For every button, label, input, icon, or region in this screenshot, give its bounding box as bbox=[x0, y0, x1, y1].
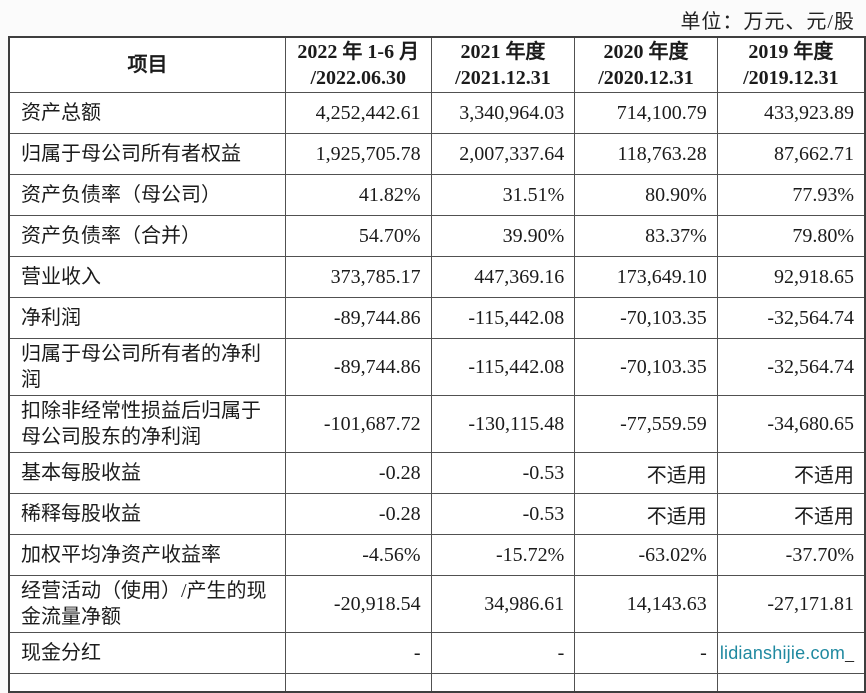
row-value: 54.70% bbox=[284, 215, 432, 257]
row-value: 173,649.10 bbox=[574, 256, 718, 298]
table-row: 加权平均净资产收益率 -4.56% -15.72% -63.02% -37.70% bbox=[8, 534, 866, 576]
column-header-3: 2020 年度 /2020.12.31 bbox=[574, 36, 718, 93]
row-value: - bbox=[284, 632, 432, 674]
watermark-link[interactable]: lidianshijie.com bbox=[719, 642, 846, 663]
row-value: 118,763.28 bbox=[574, 133, 718, 175]
row-value: -89,744.86 bbox=[284, 297, 432, 339]
row-value: 79.80% bbox=[716, 215, 866, 257]
row-value: -77,559.59 bbox=[574, 395, 718, 453]
row-value: -34,680.65 bbox=[716, 395, 866, 453]
row-item-label: 扣除非经常性损益后归属于 母公司股东的净利润 bbox=[8, 395, 286, 453]
row-value: 80.90% bbox=[574, 174, 718, 216]
row-value: 1,925,705.78 bbox=[284, 133, 432, 175]
row-item-label: 现金分红 bbox=[8, 632, 286, 674]
row-value: 39.90% bbox=[430, 215, 576, 257]
row-value: 92,918.65 bbox=[716, 256, 866, 298]
row-item-label: 加权平均净资产收益率 bbox=[8, 534, 286, 576]
column-header-1: 2022 年 1-6 月 /2022.06.30 bbox=[284, 36, 432, 93]
table-row: 稀释每股收益 -0.28 -0.53 不适用 不适用 bbox=[8, 493, 866, 535]
table-row: 资产总额 4,252,442.61 3,340,964.03 714,100.79 43… bbox=[8, 92, 866, 134]
row-value: -32,564.74 bbox=[716, 297, 866, 339]
table-body: 资产总额 4,252,442.61 3,340,964.03 714,100.79 43… bbox=[8, 92, 866, 692]
row-value: -0.28 bbox=[284, 493, 432, 535]
row-value: -89,744.86 bbox=[284, 338, 432, 396]
row-value: - bbox=[430, 632, 576, 674]
row-value: -70,103.35 bbox=[574, 338, 718, 396]
row-value: 714,100.79 bbox=[574, 92, 718, 134]
row-value: -0.53 bbox=[430, 493, 576, 535]
table-row: 净利润 -89,744.86 -115,442.08 -70,103.35 -32,56… bbox=[8, 297, 866, 339]
row-value: 不适用 bbox=[574, 452, 718, 494]
financial-summary-page: { "page": { "unit_label": "单位：万元、元/股", "… bbox=[8, 11, 866, 693]
row-value: 77.93% bbox=[716, 174, 866, 216]
column-header-0: 项目 bbox=[8, 36, 286, 93]
row-value: 3,340,964.03 bbox=[430, 92, 576, 134]
row-value: 14,143.63 bbox=[574, 575, 718, 633]
financial-summary-table: 项目 2022 年 1-6 月 /2022.06.30 2021 年度 /2021.… bbox=[8, 36, 866, 693]
column-header-2: 2021 年度 /2021.12.31 bbox=[430, 36, 576, 93]
row-value: 不适用 bbox=[716, 493, 866, 535]
row-value: -115,442.08 bbox=[430, 338, 576, 396]
row-item-label: 资产总额 bbox=[8, 92, 286, 134]
row-value: lidianshijie.com_ bbox=[716, 632, 866, 674]
row-item-label: 稀释每股收益 bbox=[8, 493, 286, 535]
row-value: 4,252,442.61 bbox=[284, 92, 432, 134]
empty-cell bbox=[284, 673, 432, 692]
table-row: 归属于母公司所有者的净利 润 -89,744.86 -115,442.08 -70,1… bbox=[8, 338, 866, 396]
table-row: 基本每股收益 -0.28 -0.53 不适用 不适用 bbox=[8, 452, 866, 494]
row-value: - bbox=[574, 632, 718, 674]
unit-note: 单位：万元、元/股 bbox=[680, 11, 855, 33]
row-value: 2,007,337.64 bbox=[430, 133, 576, 175]
row-item-label: 资产负债率（母公司） bbox=[8, 174, 286, 216]
table-row: 资产负债率（合并） 54.70% 39.90% 83.37% 79.80% bbox=[8, 215, 866, 257]
empty-cell bbox=[430, 673, 576, 692]
table-row-partial bbox=[8, 673, 866, 692]
row-value: 87,662.71 bbox=[716, 133, 866, 175]
row-item-label: 归属于母公司所有者权益 bbox=[8, 133, 286, 175]
table-row: 扣除非经常性损益后归属于 母公司股东的净利润 -101,687.72 -130,11… bbox=[8, 395, 866, 453]
row-value: -115,442.08 bbox=[430, 297, 576, 339]
empty-cell bbox=[574, 673, 718, 692]
table-row: 归属于母公司所有者权益 1,925,705.78 2,007,337.64 118,7… bbox=[8, 133, 866, 175]
row-item-label: 基本每股收益 bbox=[8, 452, 286, 494]
row-value: 不适用 bbox=[574, 493, 718, 535]
row-item-label: 归属于母公司所有者的净利 润 bbox=[8, 338, 286, 396]
empty-cell bbox=[8, 673, 286, 692]
row-value: -15.72% bbox=[430, 534, 576, 576]
row-value: -0.53 bbox=[430, 452, 576, 494]
table-row: 营业收入 373,785.17 447,369.16 173,649.10 92,918… bbox=[8, 256, 866, 298]
row-item-label: 经营活动（使用）/产生的现 金流量净额 bbox=[8, 575, 286, 633]
row-value: 不适用 bbox=[716, 452, 866, 494]
row-value: 31.51% bbox=[430, 174, 576, 216]
empty-cell bbox=[716, 673, 866, 692]
row-value: 433,923.89 bbox=[716, 92, 866, 134]
table-row: 资产负债率（母公司） 41.82% 31.51% 80.90% 77.93% bbox=[8, 174, 866, 216]
row-value: 447,369.16 bbox=[430, 256, 576, 298]
row-value: -27,171.81 bbox=[716, 575, 866, 633]
table-header-row: 项目 2022 年 1-6 月 /2022.06.30 2021 年度 /2021.… bbox=[8, 36, 866, 93]
row-item-label: 营业收入 bbox=[8, 256, 286, 298]
row-value: -4.56% bbox=[284, 534, 432, 576]
row-value: -63.02% bbox=[574, 534, 718, 576]
row-value: -130,115.48 bbox=[430, 395, 576, 453]
row-value: -32,564.74 bbox=[716, 338, 866, 396]
row-value: -20,918.54 bbox=[284, 575, 432, 633]
row-item-label: 净利润 bbox=[8, 297, 286, 339]
table-row: 现金分红 - - - lidianshijie.com_ bbox=[8, 632, 866, 674]
row-value: 34,986.61 bbox=[430, 575, 576, 633]
table-row: 经营活动（使用）/产生的现 金流量净额 -20,918.54 34,986.61 14… bbox=[8, 575, 866, 633]
row-value: 83.37% bbox=[574, 215, 718, 257]
column-header-4: 2019 年度 /2019.12.31 bbox=[716, 36, 866, 93]
row-value: -101,687.72 bbox=[284, 395, 432, 453]
row-value: -0.28 bbox=[284, 452, 432, 494]
row-value: -37.70% bbox=[716, 534, 866, 576]
row-value: 41.82% bbox=[284, 174, 432, 216]
row-value: 373,785.17 bbox=[284, 256, 432, 298]
row-item-label: 资产负债率（合并） bbox=[8, 215, 286, 257]
watermark-caret: _ bbox=[845, 645, 854, 663]
row-value: -70,103.35 bbox=[574, 297, 718, 339]
